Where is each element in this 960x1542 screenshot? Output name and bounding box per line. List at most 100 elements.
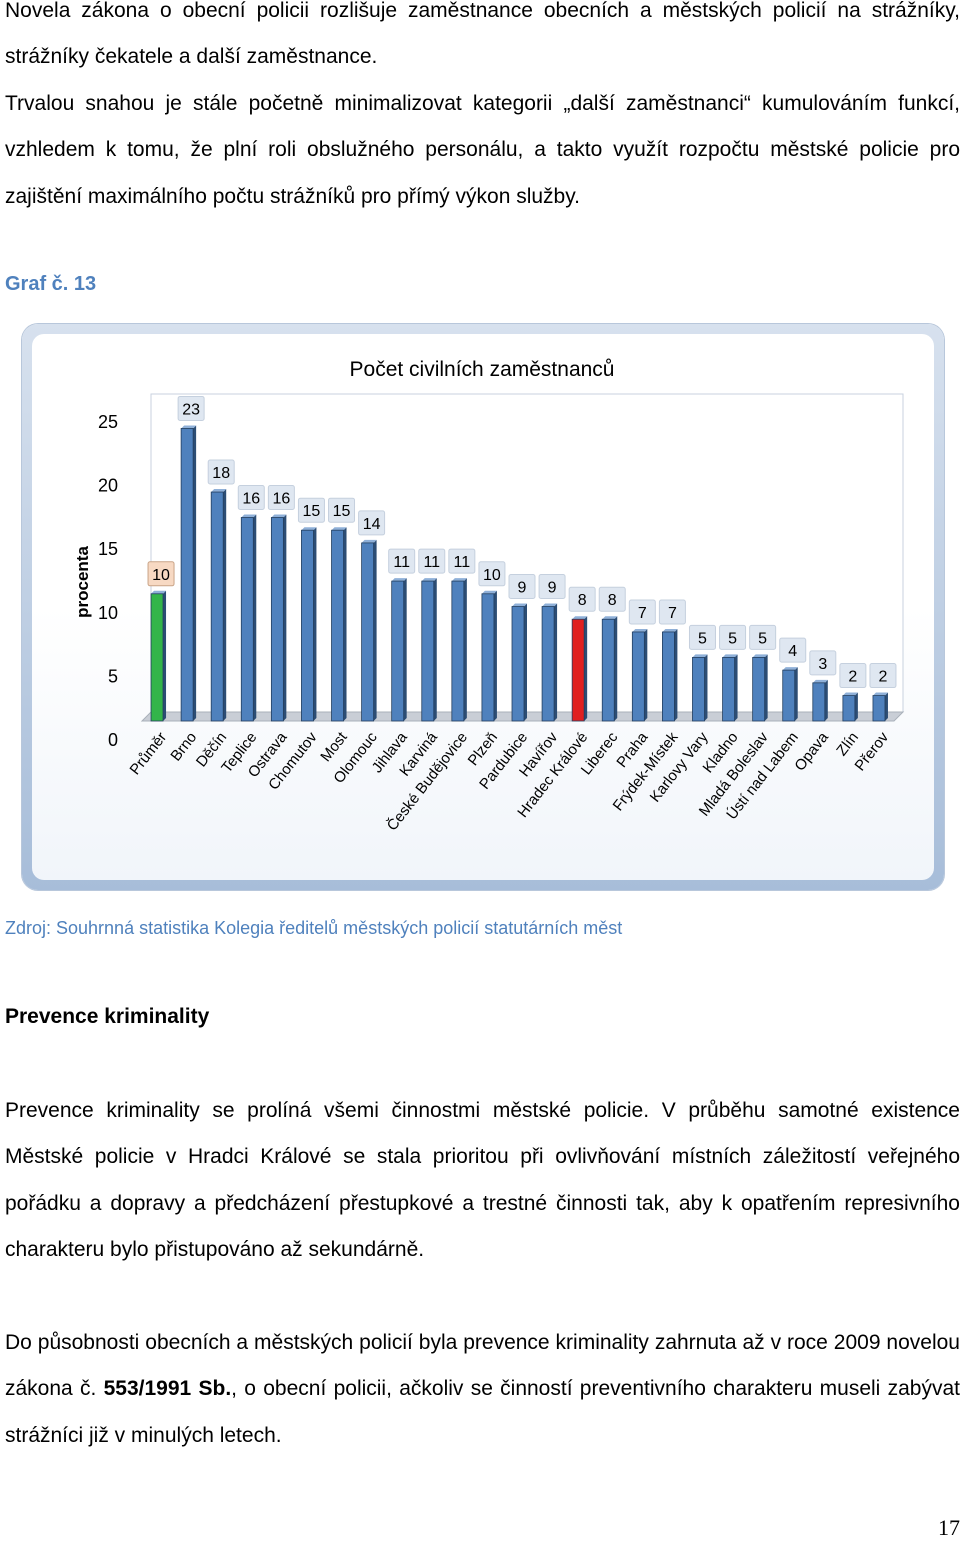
data-label-box: [598, 586, 626, 612]
data-label: 2: [879, 669, 888, 686]
bar-side: [373, 539, 377, 721]
bar-side: [644, 628, 648, 721]
data-label-box: [688, 624, 716, 650]
data-label: 9: [548, 580, 557, 597]
y-tick-label: 0: [108, 730, 118, 750]
bar-top: [451, 578, 467, 582]
bar-side: [764, 654, 768, 721]
bar: [541, 606, 555, 722]
data-label-box: [358, 510, 386, 536]
bar-side: [343, 527, 347, 721]
bar: [842, 695, 856, 722]
bar: [662, 631, 675, 722]
data-label: 7: [638, 605, 647, 622]
bar-top: [602, 616, 618, 620]
data-label: 5: [698, 630, 707, 647]
data-label-box: [147, 561, 175, 587]
bar-top: [812, 679, 828, 683]
data-label-box: [328, 497, 356, 523]
chart-source: Zdroj: Souhrnná statistika Kolegia ředit…: [5, 918, 623, 938]
bar-top: [331, 527, 347, 531]
category-label: Průměr: [127, 729, 171, 778]
bar-side: [493, 590, 497, 721]
bar: [361, 542, 375, 722]
data-label: 23: [182, 401, 200, 418]
data-label-box: [448, 548, 476, 574]
paragraph-prevention: Prevence kriminality se prolíná všemi či…: [5, 1099, 960, 1261]
bar-top: [391, 578, 407, 582]
data-label: 10: [483, 567, 501, 584]
data-label-box: [267, 484, 295, 510]
bar-side: [283, 514, 287, 721]
bar-side: [403, 578, 407, 721]
data-label: 5: [758, 630, 767, 647]
paragraph-law-end: , o obecní policii, ačkoliv se činností …: [5, 1377, 960, 1447]
data-label: 8: [608, 592, 617, 609]
bar-side: [734, 654, 738, 721]
bar-side: [824, 679, 828, 721]
bar-side: [884, 692, 888, 721]
bar-top: [842, 692, 858, 696]
bar: [391, 580, 405, 722]
bar: [270, 517, 284, 722]
bar-top: [151, 590, 167, 594]
bar: [812, 682, 826, 722]
data-label-box: [658, 599, 686, 625]
y-tick-label: 15: [98, 539, 118, 559]
bar-chart: Počet civilních zaměstnanců procenta 0 5 10 1…: [73, 358, 905, 834]
bar-top: [782, 667, 798, 671]
bar: [301, 529, 314, 722]
data-label-box: [177, 395, 205, 421]
bar-top: [872, 692, 888, 696]
bar-top: [692, 654, 708, 658]
data-label: 14: [363, 516, 381, 533]
bar-side: [704, 654, 708, 721]
bar-side: [313, 527, 317, 721]
bar: [872, 695, 886, 722]
bar-side: [253, 514, 257, 721]
y-axis-label: procenta: [73, 546, 92, 618]
bar-top: [572, 616, 588, 620]
bar-top: [632, 628, 648, 632]
bar-top: [271, 514, 287, 518]
bar-side: [193, 425, 197, 721]
data-label: 18: [212, 465, 230, 482]
y-tick-label: 10: [98, 603, 118, 623]
data-label: 9: [518, 580, 527, 597]
data-label-box: [207, 459, 235, 485]
bar-side: [463, 578, 467, 721]
law-reference: 553/1991 Sb.: [103, 1377, 232, 1401]
bar: [210, 491, 224, 722]
data-label: 2: [848, 669, 857, 686]
data-label-box: [478, 561, 506, 587]
bar: [331, 529, 344, 722]
bar-side: [433, 578, 437, 721]
bar: [631, 631, 645, 722]
chart-title: Počet civilních zaměstnanců: [350, 358, 615, 381]
category-label: Přerov: [852, 729, 893, 775]
data-label-box: [297, 497, 325, 523]
data-label-box: [538, 574, 566, 600]
bar: [240, 517, 254, 722]
chart-caption: Graf č. 13: [5, 273, 97, 295]
bar: [451, 580, 465, 722]
bar-side: [674, 628, 678, 721]
data-label-box: [237, 484, 265, 510]
bar-top: [421, 578, 437, 582]
bar-side: [554, 603, 558, 721]
bar-side: [584, 616, 588, 721]
data-label: 15: [333, 503, 351, 520]
bar-top: [481, 590, 497, 594]
bar: [692, 656, 705, 722]
bar-top: [722, 654, 738, 658]
data-label-box: [869, 663, 897, 689]
bar-top: [181, 425, 197, 429]
bar-side: [524, 603, 527, 721]
bar: [601, 618, 615, 722]
bar-top: [512, 603, 527, 607]
page-number: 17: [938, 1515, 960, 1540]
data-label-box: [779, 637, 807, 663]
data-label: 4: [788, 643, 797, 660]
bar-top: [211, 489, 227, 493]
paragraph-staff: Trvalou snahou je stále početně minimali…: [5, 92, 960, 208]
